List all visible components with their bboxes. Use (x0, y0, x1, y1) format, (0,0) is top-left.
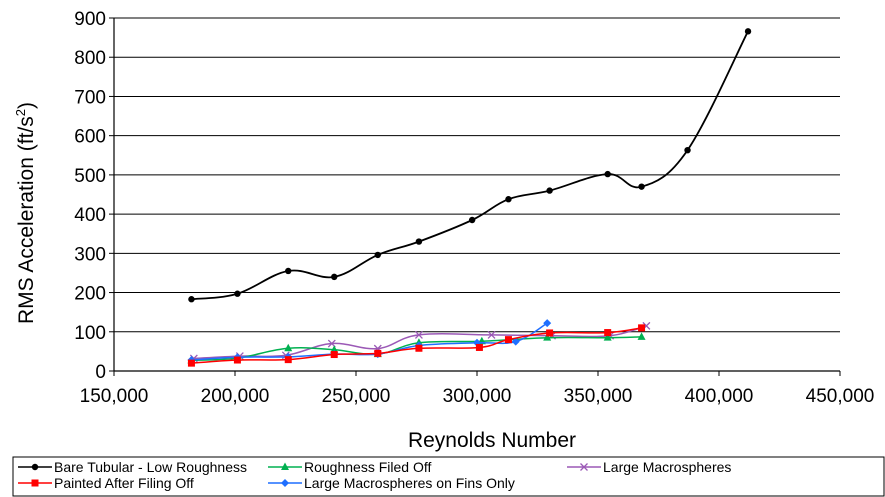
data-point (637, 332, 646, 340)
series-0 (188, 28, 752, 303)
data-point (604, 170, 611, 178)
data-point (546, 187, 553, 194)
y-tick-label: 300 (74, 244, 106, 265)
y-tick-label: 0 (95, 362, 106, 383)
legend-label: Painted After Filing Off (54, 475, 194, 491)
x-tick-label: 150,000 (80, 386, 149, 407)
series-line (191, 30, 749, 301)
data-point (374, 251, 381, 259)
data-point (415, 238, 423, 245)
y-tick-label: 200 (74, 284, 106, 305)
data-point (487, 330, 496, 339)
x-tick-label: 450,000 (806, 386, 875, 407)
legend-label: Large Macrospheres on Fins Only (304, 475, 515, 491)
data-point (543, 319, 552, 328)
x-tick-label: 350,000 (564, 386, 633, 407)
series-4 (187, 319, 552, 365)
legend-label: Bare Tubular - Low Roughness (54, 459, 247, 475)
y-tick-label: 500 (74, 166, 106, 187)
data-point (511, 337, 520, 346)
data-point (330, 345, 339, 353)
data-point (603, 333, 612, 341)
data-point (374, 349, 382, 357)
y-tick-label: 600 (74, 127, 106, 148)
data-point (330, 351, 338, 359)
series-3 (187, 324, 646, 367)
y-tick-label: 100 (74, 323, 106, 344)
data-point (744, 28, 752, 35)
data-point (505, 196, 512, 203)
data-point (504, 336, 512, 344)
y-axis-title: RMS Acceleration (ft/s2) (13, 102, 38, 324)
data-point (638, 324, 646, 332)
data-point (638, 183, 645, 190)
data-point (546, 329, 554, 337)
legend-item: Painted After Filing Off (18, 475, 194, 491)
legend-marker (281, 479, 289, 487)
data-point (234, 290, 241, 297)
y-tick-label: 900 (74, 9, 106, 30)
series-group (187, 28, 752, 367)
data-point (415, 344, 423, 352)
x-tick-label: 200,000 (201, 386, 270, 407)
data-point (468, 216, 476, 224)
y-tick-label: 400 (74, 205, 106, 226)
x-tick-label: 300,000 (443, 386, 512, 407)
data-point (604, 329, 612, 337)
data-point (543, 333, 552, 341)
legend-marker (580, 463, 588, 471)
data-point (285, 267, 292, 275)
series-line (191, 336, 642, 362)
data-point (187, 359, 195, 367)
legend-marker (281, 462, 289, 470)
data-point (233, 356, 241, 364)
data-point (414, 330, 423, 339)
x-tick-label: 250,000 (322, 386, 391, 407)
legend-marker (31, 479, 39, 487)
legend-label: Roughness Filed Off (304, 459, 431, 475)
legend-item: Large Macrospheres (567, 459, 731, 475)
legend-item: Bare Tubular - Low Roughness (18, 459, 247, 475)
axes (113, 18, 840, 372)
legend-marker (31, 463, 39, 471)
data-point (188, 296, 195, 303)
data-point (284, 356, 292, 364)
x-tick-labels: 150,000 200,000 250,000 300,000 350,000 400,0… (80, 371, 875, 407)
data-point (475, 343, 483, 351)
legend: Bare Tubular - Low Roughness Roughness Fi… (12, 456, 885, 497)
legend-box (12, 456, 885, 497)
x-tick-label: 400,000 (685, 386, 754, 407)
data-point (284, 343, 293, 352)
x-axis-title: Reynolds Number (408, 429, 576, 452)
legend-item: Roughness Filed Off (268, 459, 431, 475)
legend-item: Large Macrospheres on Fins Only (268, 475, 515, 491)
legend-label: Large Macrospheres (603, 459, 731, 475)
data-point (331, 273, 338, 281)
data-point (684, 146, 691, 154)
y-tick-label: 700 (74, 87, 106, 108)
y-tick-labels: 0 100 200 300 400 500 600 700 800 900 (74, 9, 114, 383)
y-tick-label: 800 (74, 48, 106, 69)
